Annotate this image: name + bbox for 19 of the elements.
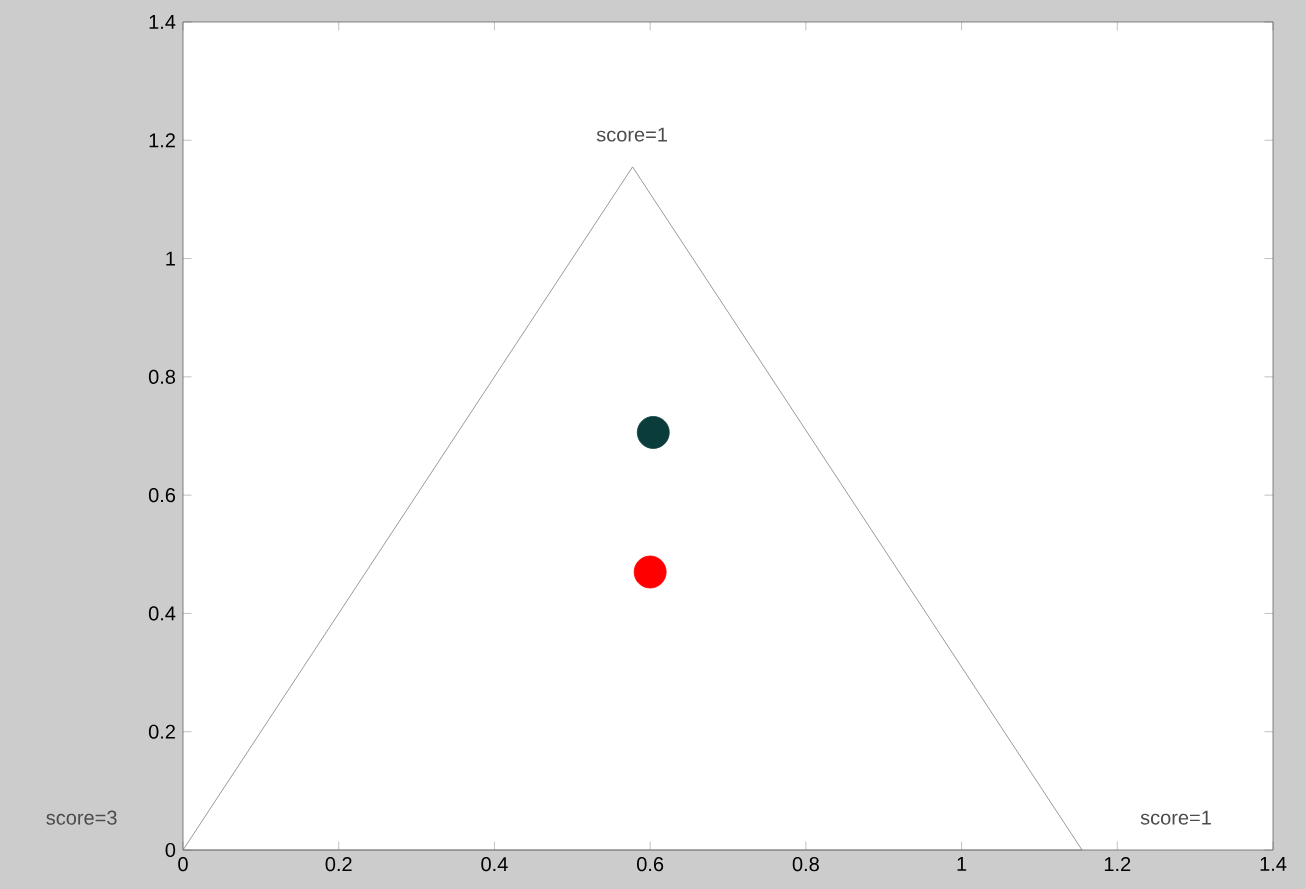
y-tick-label: 0.2 xyxy=(148,724,175,739)
x-tick-label: 0 xyxy=(178,857,188,872)
x-tick-label: 0.4 xyxy=(481,857,508,872)
x-tick-label: 1.4 xyxy=(1260,857,1287,871)
y-tick-label: 1 xyxy=(166,251,175,266)
annotation: score=1 xyxy=(596,127,667,142)
annotation: score=1 xyxy=(1140,810,1211,825)
y-tick-label: 0.4 xyxy=(148,606,176,621)
y-tick-label: 1.4 xyxy=(149,15,176,29)
y-tick-label: 0 xyxy=(165,842,176,858)
y-tick-label: 1.2 xyxy=(149,133,175,148)
x-tick-label: 1 xyxy=(957,857,967,871)
y-tick-label: 0.8 xyxy=(148,369,176,384)
x-tick-label: 0.8 xyxy=(792,857,819,872)
x-tick-label: 0.6 xyxy=(637,857,664,872)
x-tick-label: 1.2 xyxy=(1104,857,1131,872)
x-tick-label: 0.2 xyxy=(325,857,352,872)
y-tick-label: 0.6 xyxy=(148,488,176,503)
text: score=3 xyxy=(46,810,117,825)
